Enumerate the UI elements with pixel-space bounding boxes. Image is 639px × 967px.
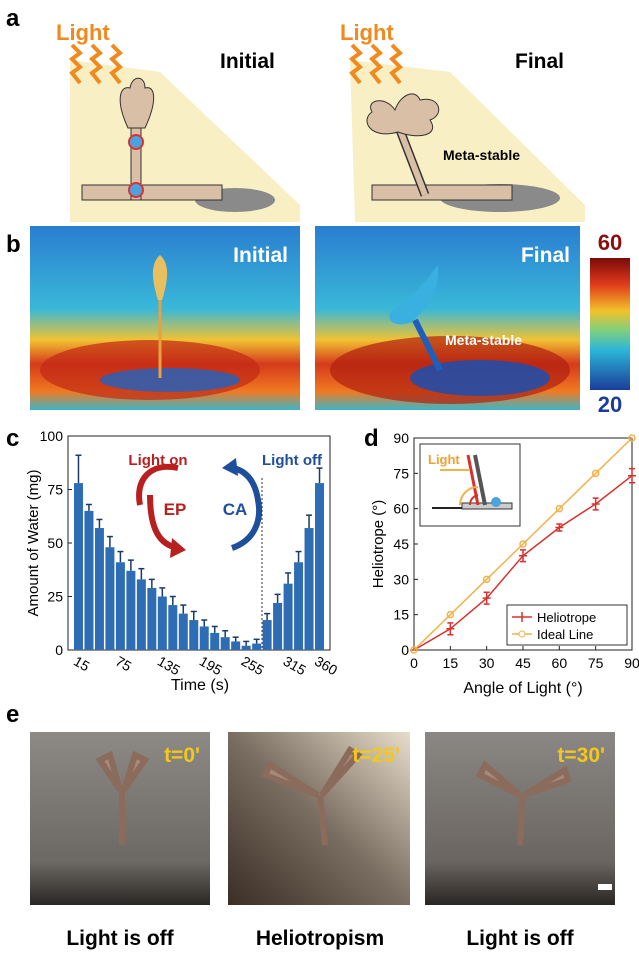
- bar: [252, 644, 261, 650]
- x-tick-label: 75: [588, 655, 604, 671]
- photo-time: t=25': [352, 744, 400, 767]
- x-tick-label: 315: [281, 653, 309, 679]
- bar: [315, 483, 324, 650]
- y-tick-label: 50: [47, 535, 63, 551]
- photos: t=0' Light is off t=25' Heliotropism t=30' Li…: [30, 732, 615, 950]
- light-label: Light: [340, 20, 394, 45]
- bar: [105, 547, 114, 650]
- bar: [210, 633, 219, 650]
- bar: [231, 641, 240, 650]
- y-tick-label: 0: [55, 642, 63, 658]
- scale-bar: [598, 884, 612, 890]
- y-tick-label: 60: [393, 501, 409, 517]
- x-tick-label: 0: [410, 655, 418, 671]
- legend-label: Ideal Line: [537, 627, 593, 642]
- panel-label: c: [6, 425, 19, 452]
- bar: [147, 588, 156, 650]
- state-title: Initial: [220, 50, 275, 73]
- photo-time: t=0': [164, 744, 200, 767]
- panel-label: e: [6, 701, 19, 728]
- state-title: Initial: [233, 244, 288, 267]
- photo-caption: Light is off: [66, 927, 174, 950]
- legend-label: Heliotrope: [537, 610, 596, 625]
- arrow-head: [222, 458, 238, 476]
- x-tick-label: 135: [155, 653, 183, 679]
- y-tick-label: 90: [393, 430, 409, 446]
- x-tick-label: 30: [479, 655, 495, 671]
- x-tick-label: 360: [312, 653, 340, 679]
- x-tick-label: 75: [113, 653, 135, 675]
- y-tick-label: 25: [47, 589, 63, 605]
- y-tick-label: 75: [47, 482, 63, 498]
- y-tick-label: 100: [40, 428, 64, 444]
- bar: [116, 562, 125, 650]
- bar: [189, 620, 198, 650]
- line-chart: d Light 0 15 30 45 60 75 90 0 15 30 45 60 75 90 Angle …: [364, 425, 639, 697]
- y-tick-label: 75: [393, 465, 409, 481]
- panel-label: d: [364, 425, 379, 452]
- cold-region: [410, 360, 550, 396]
- y-tick-label: 30: [393, 571, 409, 587]
- x-axis-label: Time (s): [171, 677, 229, 694]
- bar: [168, 605, 177, 650]
- y-axis-label: Amount of Water (mg): [25, 470, 42, 617]
- inset-label: Light: [428, 452, 460, 467]
- arrow-head: [170, 538, 186, 558]
- bar: [263, 620, 272, 650]
- annotation: EP: [164, 500, 187, 519]
- y-tick-label: 0: [401, 642, 409, 658]
- x-tick-label: 45: [515, 655, 531, 671]
- x-axis-label: Angle of Light (°): [463, 680, 582, 697]
- x-tick-label: 60: [552, 655, 568, 671]
- colorbar: [590, 258, 630, 390]
- panel-label: b: [6, 231, 21, 258]
- x-tick-label: 255: [239, 653, 267, 679]
- x-tick-label: 90: [624, 655, 639, 671]
- note: Meta-stable: [443, 147, 520, 163]
- y-tick-label: 45: [393, 536, 409, 552]
- bar: [84, 511, 93, 650]
- bar: [95, 528, 104, 650]
- bar: [158, 597, 167, 651]
- x-tick-label: 195: [197, 653, 225, 679]
- x-tick-label: 15: [71, 653, 93, 675]
- bar: [305, 528, 314, 650]
- cold-region: [100, 368, 240, 392]
- bar: [126, 571, 135, 650]
- bar: [242, 646, 251, 650]
- colorbar-max: 60: [598, 230, 622, 255]
- colorbar-min: 20: [598, 392, 622, 417]
- x-tick-label: 15: [443, 655, 459, 671]
- state-title: Final: [515, 50, 564, 73]
- annotation: CA: [223, 500, 248, 519]
- annotation: Light off: [262, 452, 323, 469]
- bar: [221, 637, 230, 650]
- bar: [200, 626, 209, 650]
- annotation: Light on: [128, 452, 187, 469]
- bar: [74, 483, 83, 650]
- bar: [137, 579, 146, 650]
- bar: [294, 562, 303, 650]
- photo-caption: Light is off: [466, 927, 574, 950]
- y-axis-label: Heliotrope (°): [370, 500, 387, 589]
- note: Meta-stable: [445, 332, 522, 348]
- panel-label: a: [6, 5, 20, 32]
- photo-time: t=30': [557, 744, 605, 767]
- bar: [284, 584, 293, 650]
- bar: [273, 603, 282, 650]
- state-title: Final: [521, 244, 570, 267]
- photo-caption: Heliotropism: [256, 927, 384, 950]
- light-label: Light: [56, 20, 110, 45]
- y-tick-label: 15: [393, 607, 409, 623]
- figure: a Light Light Initial Final Meta-stable …: [0, 0, 639, 962]
- legend-swatch: [519, 631, 525, 637]
- bar: [179, 614, 188, 650]
